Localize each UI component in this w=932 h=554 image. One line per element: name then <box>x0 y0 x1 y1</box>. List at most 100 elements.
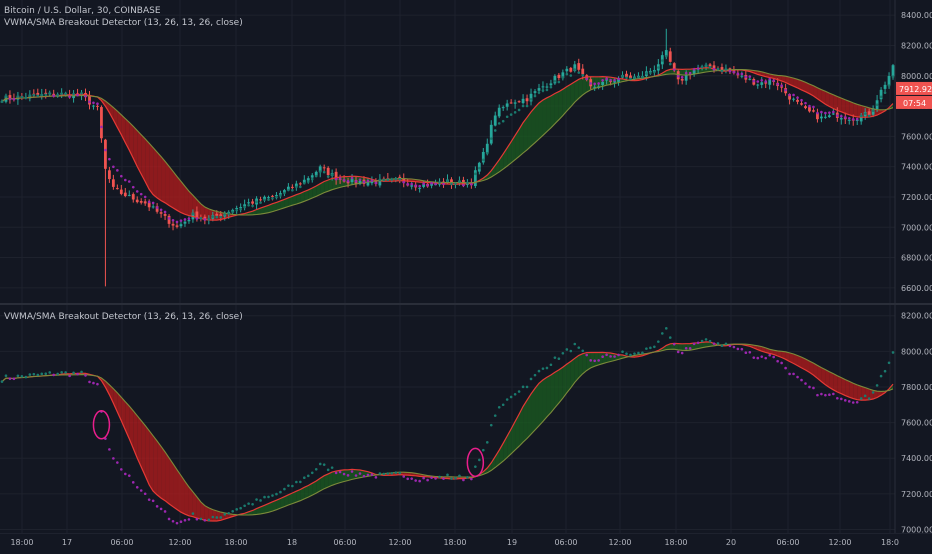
signal-dot <box>76 373 79 376</box>
price-chart-canvas[interactable]: 8400.008200.008000.007800.007600.007400.… <box>0 0 932 303</box>
candle-body <box>888 76 891 85</box>
candle-body <box>601 82 604 85</box>
signal-dot <box>577 71 580 74</box>
time-tick-label: 20 <box>726 538 736 547</box>
signal-dot <box>760 355 763 358</box>
candle-body <box>92 106 95 107</box>
signal-dot <box>422 477 425 480</box>
signal-dot <box>784 89 787 92</box>
signal-dot <box>458 180 461 183</box>
signal-dot <box>641 352 644 355</box>
signal-dot <box>259 201 262 204</box>
signal-dot <box>554 80 557 83</box>
signal-dot <box>609 355 612 358</box>
signal-dot <box>840 398 843 401</box>
ma-band-segment <box>539 380 543 426</box>
signal-dot <box>267 198 270 201</box>
signal-dot <box>44 94 47 97</box>
signal-dot <box>880 375 883 378</box>
signal-dot <box>772 356 775 359</box>
price-tick-label: 7800.00 <box>901 383 932 392</box>
price-chart-pane[interactable]: 8400.008200.008000.007800.007600.007400.… <box>0 0 932 303</box>
signal-dot <box>872 109 875 112</box>
signal-dot <box>339 471 342 474</box>
signal-dot <box>868 397 871 400</box>
candle-body <box>410 185 413 186</box>
signal-dot <box>502 403 505 406</box>
signal-dot <box>323 171 326 174</box>
ma-band-segment <box>853 103 857 117</box>
signal-dot <box>160 508 163 511</box>
signal-dot <box>212 215 215 218</box>
signal-dot <box>363 181 366 184</box>
signal-dot <box>589 359 592 362</box>
ma-band-segment <box>678 344 682 351</box>
signal-dot <box>446 474 449 477</box>
candle-body <box>832 113 835 114</box>
signal-dot <box>339 177 342 180</box>
price-tick-label: 8000.00 <box>901 347 932 356</box>
signal-dot <box>235 209 238 212</box>
signal-dot <box>21 375 24 378</box>
signal-dot <box>140 489 143 492</box>
signal-dot <box>550 363 553 366</box>
candle-body <box>108 170 111 179</box>
candle-body <box>132 194 135 199</box>
signal-dot <box>450 183 453 186</box>
signal-dot <box>717 342 720 345</box>
signal-dot <box>605 77 608 80</box>
signal-dot <box>223 213 226 216</box>
signal-dot <box>693 68 696 71</box>
signal-dot <box>534 95 537 98</box>
signal-dot <box>383 179 386 182</box>
price-tick-label: 7600.00 <box>901 419 932 428</box>
signal-dot <box>601 355 604 358</box>
signal-dot <box>617 354 620 357</box>
signal-dot <box>283 192 286 195</box>
candle-body <box>748 79 751 80</box>
candle-body <box>327 168 330 175</box>
ma-band-segment <box>324 474 328 489</box>
signal-dot <box>542 367 545 370</box>
signal-dot <box>208 519 211 522</box>
ma-band-segment <box>153 148 157 198</box>
indicator-chart-canvas[interactable]: 8200.008000.007800.007600.007400.007200.… <box>0 305 932 533</box>
candle-body <box>625 74 628 77</box>
signal-dot <box>192 512 195 515</box>
signal-dot <box>454 477 457 480</box>
signal-dot <box>351 470 354 473</box>
signal-dot <box>550 86 553 89</box>
indicator-legend-bottom[interactable]: VWMA/SMA Breakout Detector (13, 26, 13, … <box>4 312 243 323</box>
candle-body <box>247 202 250 203</box>
signal-dot <box>538 91 541 94</box>
signal-dot <box>60 371 63 374</box>
signal-dot <box>192 212 195 215</box>
candle-body <box>892 65 895 76</box>
candle-body <box>526 98 529 101</box>
signal-dot <box>243 206 246 209</box>
signal-dot <box>283 488 286 491</box>
signal-dot <box>410 183 413 186</box>
candle-body <box>184 222 187 224</box>
signal-dot <box>749 75 752 78</box>
signal-dot <box>394 178 397 181</box>
signal-dot <box>872 391 875 394</box>
signal-dot <box>156 206 159 209</box>
candle-body <box>502 107 505 108</box>
signal-dot <box>363 475 366 478</box>
signal-dot <box>48 371 51 374</box>
signal-dot <box>263 198 266 201</box>
signal-dot <box>820 111 823 114</box>
ma-band-segment <box>177 470 181 512</box>
indicator-legend-top[interactable]: VWMA/SMA Breakout Detector (13, 26, 13, … <box>4 18 243 29</box>
signal-dot <box>355 180 358 183</box>
signal-dot <box>518 390 521 393</box>
signal-dot <box>255 498 258 501</box>
signal-dot <box>104 149 107 152</box>
symbol-title: Bitcoin / U.S. Dollar, 30, COINBASE <box>4 6 161 17</box>
signal-dot <box>669 63 672 66</box>
signal-dot <box>311 178 314 181</box>
signal-dot <box>351 177 354 180</box>
